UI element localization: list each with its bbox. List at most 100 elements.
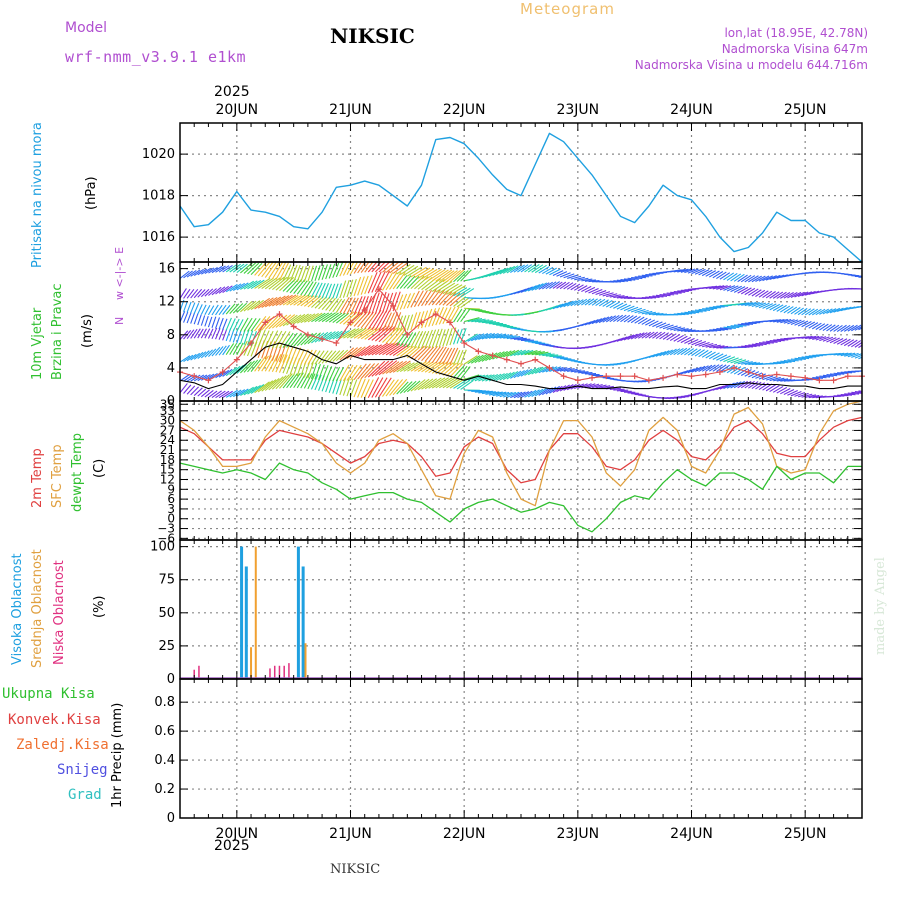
wind-arrow	[314, 265, 321, 282]
wind-arrow	[353, 296, 363, 316]
wind-gust-marker	[248, 340, 255, 347]
wind-gust-marker	[205, 377, 212, 384]
wind-arrow	[346, 262, 355, 276]
y-tick-label: −3	[157, 522, 175, 536]
wind-arrow	[577, 285, 588, 292]
wind-arrow	[744, 345, 757, 348]
wind-arrow	[392, 343, 411, 356]
wind-arrow	[737, 302, 750, 306]
wind-arrow	[367, 377, 380, 398]
wind-arrow	[375, 325, 393, 342]
y-tick-label: 12	[160, 472, 175, 486]
wind-arrow	[200, 288, 210, 298]
wind-arrow	[627, 315, 638, 323]
wind-arrow	[428, 269, 446, 281]
wind-arrow	[833, 372, 845, 375]
wind-arrow	[396, 294, 404, 311]
wind-arrow	[180, 355, 191, 363]
wind-arrow	[858, 356, 862, 360]
wind-arrow	[737, 286, 749, 294]
wind-arrow	[737, 323, 750, 326]
wind-arrow	[748, 371, 760, 378]
wind-arrow	[314, 374, 322, 391]
wind-arrow	[691, 366, 702, 373]
wind-arrow	[342, 279, 350, 298]
wind-arrow	[222, 329, 228, 341]
wind-arrow	[413, 290, 424, 308]
wind-gust-marker	[262, 319, 269, 326]
wind-arrow	[471, 333, 485, 342]
wind-arrow	[438, 347, 450, 365]
wind-arrow	[296, 333, 310, 347]
wind-arrow	[286, 294, 302, 306]
wind-arrow	[677, 312, 689, 315]
wind-arrow	[808, 308, 819, 316]
wind-arrow	[851, 391, 862, 394]
wind-arrow	[769, 303, 781, 311]
wind-arrow	[183, 288, 191, 299]
wind-arrow	[794, 391, 806, 397]
wind-arrow	[762, 303, 773, 309]
wind-arrow	[403, 265, 419, 276]
wind-arrow	[840, 324, 851, 332]
wind-arrow	[314, 282, 323, 298]
wind-arrow	[573, 299, 584, 306]
wind-arrow	[520, 368, 533, 377]
meteogram-label: Meteogram	[520, 0, 615, 18]
wind-arrow	[318, 296, 331, 310]
wind-arrow	[293, 332, 306, 347]
wind-arrow	[201, 374, 211, 381]
wind-arrow	[748, 362, 761, 366]
y-tick-label: 24	[160, 433, 175, 447]
wind-arrow	[787, 319, 799, 325]
wind-arrow	[335, 262, 344, 278]
wind-arrow	[449, 347, 459, 365]
wind-arrow	[552, 385, 563, 393]
wind-arrow	[769, 385, 780, 393]
wind-arrow	[584, 319, 596, 326]
wind-arrow	[733, 359, 747, 364]
wind-gust-marker	[404, 331, 411, 338]
wind-arrow	[517, 369, 529, 378]
wind-arrow	[854, 354, 862, 359]
wind-arrow	[353, 276, 362, 297]
wind-arrow	[222, 285, 233, 294]
wind-gust-marker	[461, 340, 468, 347]
wind-arrow	[353, 262, 362, 274]
wind-arrow	[762, 290, 773, 299]
wind-arrow	[854, 325, 862, 331]
wind-arrow	[716, 354, 728, 361]
bottom-title: NIKSIC	[330, 862, 381, 877]
wind-arrow	[321, 350, 333, 364]
wind-arrow	[318, 282, 326, 299]
wind-arrow	[794, 357, 806, 360]
wind-arrow	[517, 338, 531, 341]
wind-arrow	[673, 334, 684, 342]
wind-arrow	[801, 308, 812, 316]
wind-arrow	[584, 286, 596, 293]
wind-arrow	[837, 372, 849, 375]
wind-arrow	[261, 330, 270, 348]
wind-arrow	[762, 275, 774, 282]
wind-arrow	[797, 291, 809, 297]
wind-arrow	[631, 276, 643, 280]
wind-arrow	[289, 294, 306, 306]
wind-arrow	[819, 323, 829, 331]
wind-arrow	[428, 289, 441, 306]
wind-arrow	[417, 346, 432, 361]
wind-arrow	[424, 268, 442, 281]
wind-arrow	[815, 376, 827, 379]
wind-gust-marker	[745, 369, 752, 376]
wind-arrow	[215, 304, 223, 316]
wind-arrow	[659, 332, 670, 340]
wind-arrow	[559, 272, 571, 278]
y-tick-label: 30	[160, 414, 175, 428]
y-tick-label: 25	[158, 639, 175, 654]
wind-arrow	[445, 347, 456, 365]
wind-arrow	[698, 349, 709, 358]
wind-arrow	[193, 303, 200, 314]
wind-gust-marker	[773, 371, 780, 378]
wind-arrow	[218, 328, 224, 340]
wind-arrow	[186, 270, 197, 278]
wind-arrow	[751, 343, 764, 346]
